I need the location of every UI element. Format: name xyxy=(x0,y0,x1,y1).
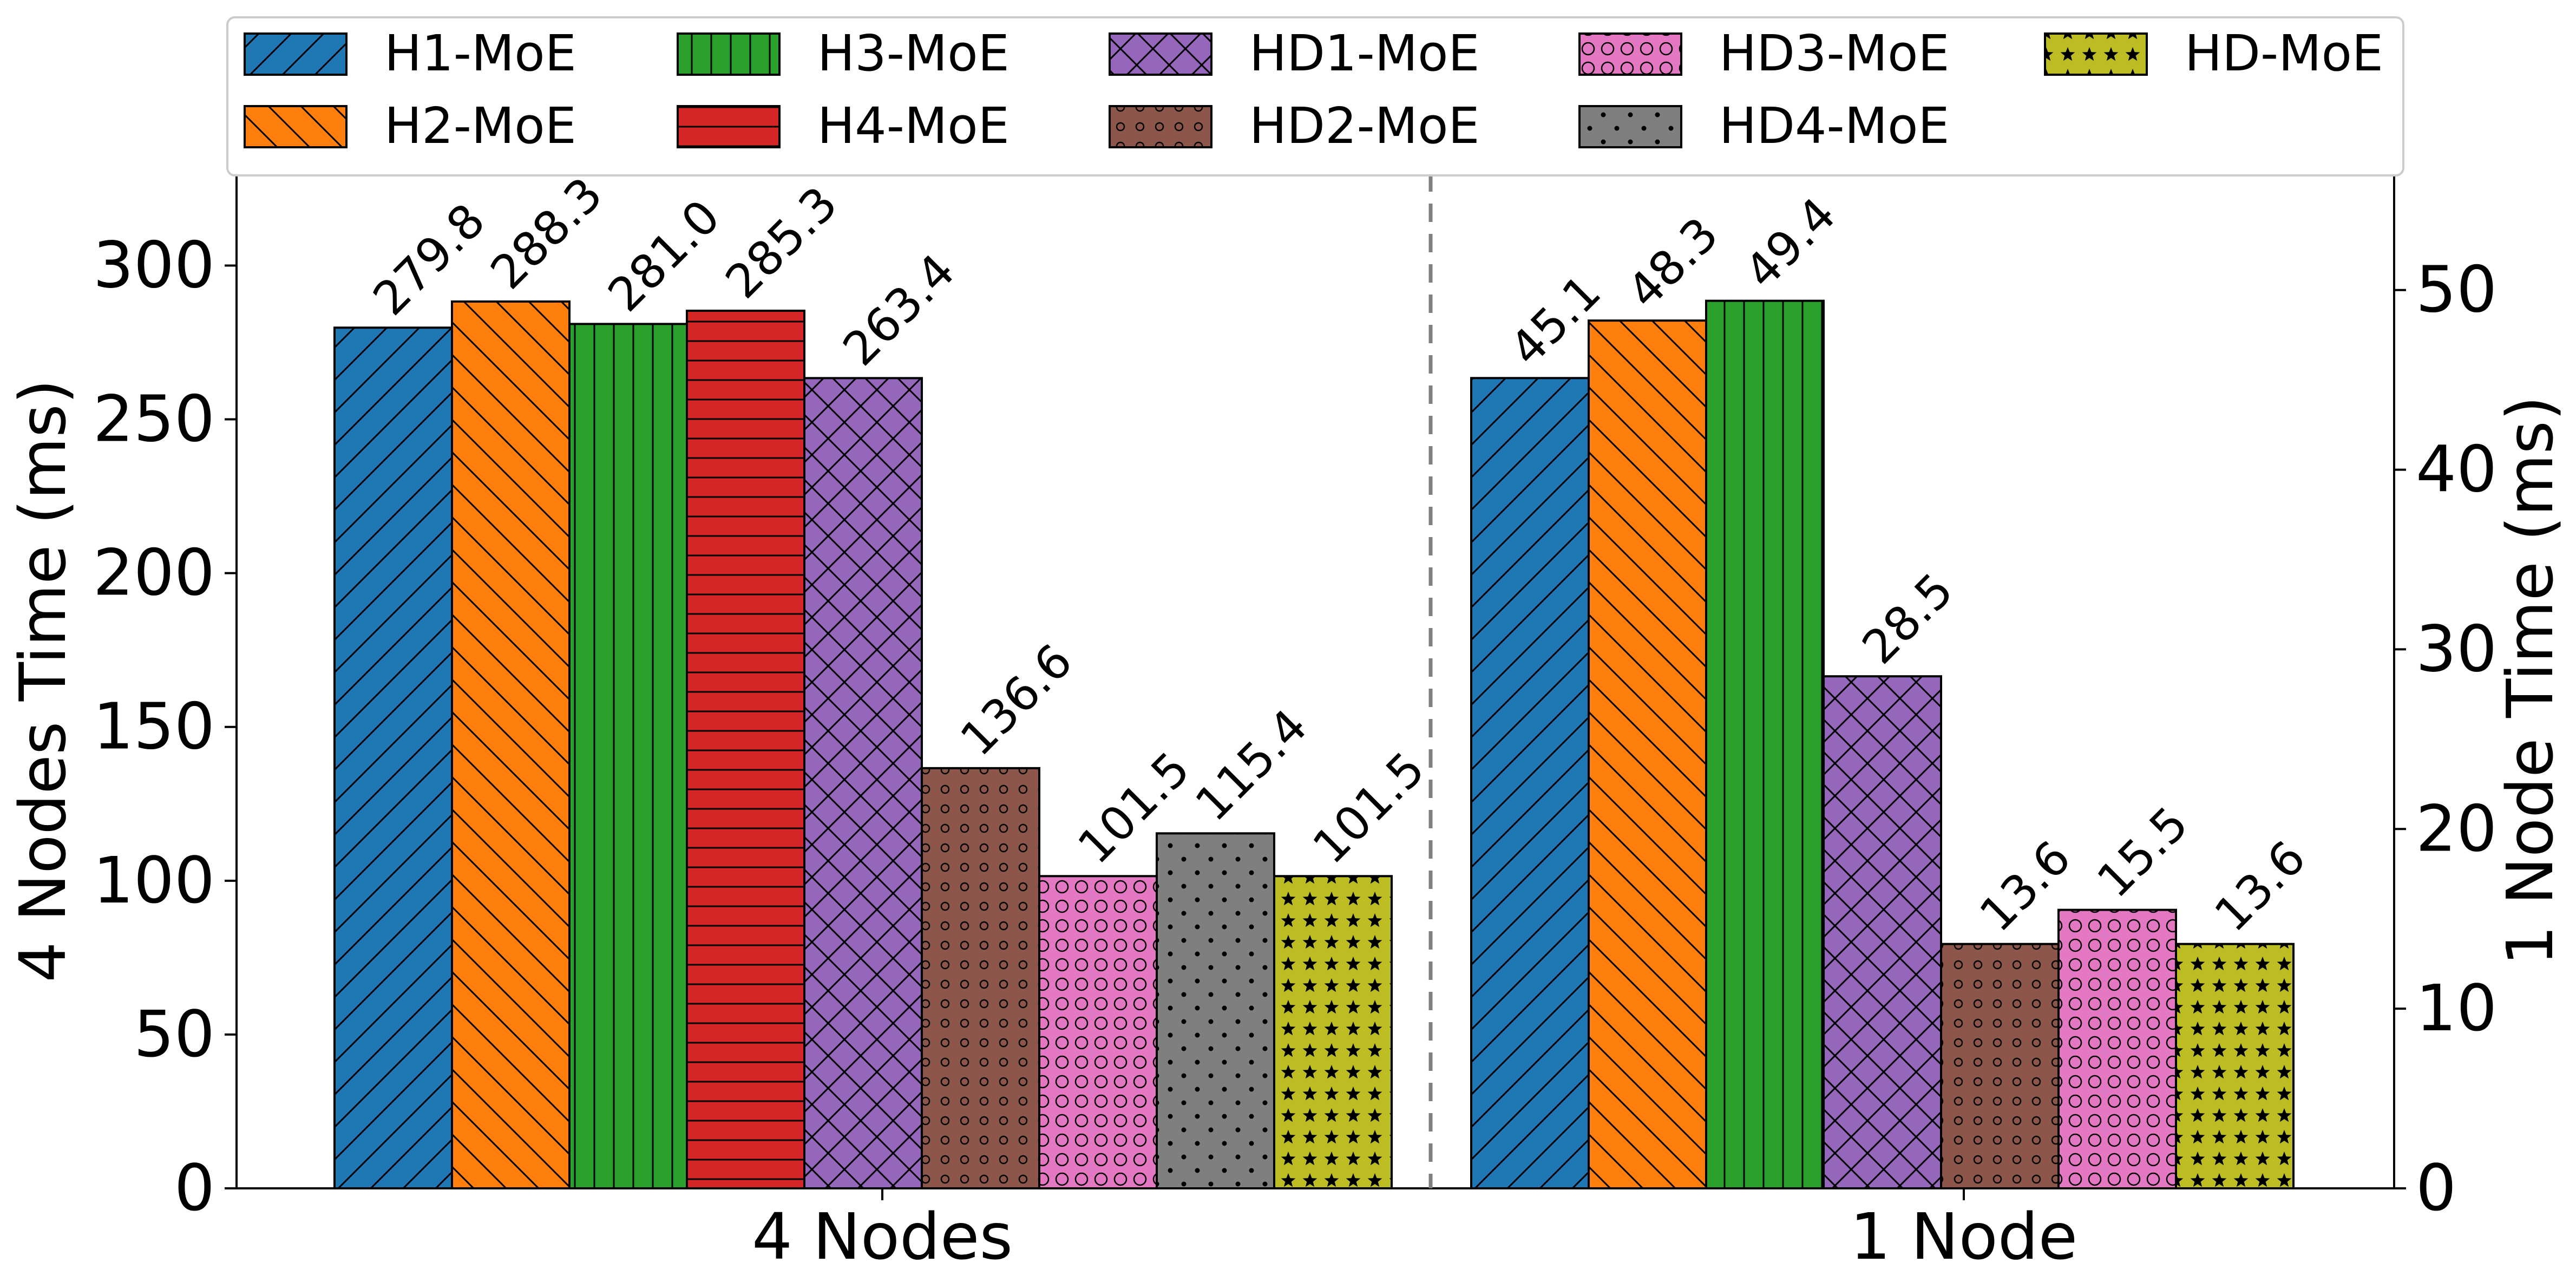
value-label-4-nodes-hd4-moe: 115.4 xyxy=(1185,699,1318,832)
right-tick-label: 0 xyxy=(2416,1150,2456,1225)
right-tick-label: 20 xyxy=(2416,791,2497,866)
bar-4-nodes-h2-moe xyxy=(451,300,571,1190)
bar-4-nodes-h1-moe xyxy=(333,326,453,1189)
value-label-4-nodes-h4-moe: 285.3 xyxy=(716,176,848,309)
value-label-4-nodes-h2-moe: 288.3 xyxy=(481,167,613,300)
legend-label-h3-moe: H3-MoE xyxy=(817,24,1010,82)
bar-1-node-h3-moe xyxy=(1705,299,1825,1189)
legend-label-hd3-moe: HD3-MoE xyxy=(1719,24,1950,82)
right-tick-label: 10 xyxy=(2416,971,2497,1045)
right-tick-label: 40 xyxy=(2416,432,2497,507)
value-label-4-nodes-hd1-moe: 263.4 xyxy=(833,244,966,376)
legend-swatch-hd-moe xyxy=(2044,32,2148,76)
left-tick-label: 0 xyxy=(174,1150,215,1225)
left-axis-title: 4 Nodes Time (ms) xyxy=(5,379,80,982)
legend-label-h1-moe: H1-MoE xyxy=(384,24,576,82)
legend: H1-MoE H2-MoE H3-MoE H4-MoE HD1-MoE HD2-MoE HD… xyxy=(226,16,2404,176)
legend-label-h2-moe: H2-MoE xyxy=(384,97,576,155)
legend-swatch-hd1-moe xyxy=(1109,32,1212,76)
value-label-4-nodes-hd-moe: 101.5 xyxy=(1303,742,1436,874)
value-label-1-node-hd1-moe: 28.5 xyxy=(1852,563,1964,675)
left-tick-label: 300 xyxy=(93,227,215,302)
legend-label-hd2-moe: HD2-MoE xyxy=(1249,97,1480,155)
bar-4-nodes-h4-moe xyxy=(686,309,805,1189)
legend-label-hd4-moe: HD4-MoE xyxy=(1719,97,1950,155)
bar-1-node-hd-moe xyxy=(2175,943,2295,1190)
axes-layer: 0 50 100 150 200 250 300 0 10 20 30 40 50 4 Nodes 1 No… xyxy=(5,172,2567,1274)
left-tick-label: 50 xyxy=(134,997,215,1071)
x-tick-label-1-node: 1 Node xyxy=(1850,1199,2078,1274)
legend-label-hd-moe: HD-MoE xyxy=(2185,24,2383,82)
left-tick-label: 250 xyxy=(93,382,215,456)
bar-1-node-h2-moe xyxy=(1588,319,1707,1189)
legend-swatch-h1-moe xyxy=(244,32,348,76)
right-tick-label: 50 xyxy=(2416,252,2497,327)
legend-label-hd1-moe: HD1-MoE xyxy=(1249,24,1480,82)
bar-1-node-hd3-moe xyxy=(2057,908,2177,1190)
value-label-4-nodes-h3-moe: 281.0 xyxy=(598,189,731,322)
value-label-4-nodes-hd2-moe: 136.6 xyxy=(951,634,1083,767)
legend-label-h4-moe: H4-MoE xyxy=(817,97,1010,155)
legend-swatch-h3-moe xyxy=(677,32,781,76)
value-label-1-node-h3-moe: 49.4 xyxy=(1735,187,1846,299)
left-tick-label: 150 xyxy=(93,689,215,764)
right-axis-title: 1 Node Time (ms) xyxy=(2493,396,2567,966)
legend-swatch-hd4-moe xyxy=(1578,105,1682,148)
x-tick-label-4-nodes: 4 Nodes xyxy=(752,1199,1013,1274)
legend-swatch-h4-moe xyxy=(677,105,781,148)
legend-swatch-h2-moe xyxy=(244,105,348,148)
bar-4-nodes-hd-moe xyxy=(1273,875,1393,1189)
legend-swatch-hd3-moe xyxy=(1578,32,1682,76)
left-tick-label: 200 xyxy=(93,535,215,610)
bar-4-nodes-h3-moe xyxy=(568,323,688,1190)
bar-4-nodes-hd4-moe xyxy=(1156,832,1275,1190)
bar-4-nodes-hd1-moe xyxy=(803,377,923,1190)
legend-swatch-hd2-moe xyxy=(1109,105,1212,148)
value-label-1-node-hd3-moe: 15.5 xyxy=(2087,796,2199,908)
bar-4-nodes-hd2-moe xyxy=(921,767,1040,1189)
left-tick-label: 100 xyxy=(93,843,215,918)
right-tick-label: 30 xyxy=(2416,611,2497,686)
bar-1-node-hd2-moe xyxy=(1940,943,2060,1190)
bars-layer xyxy=(333,299,2295,1190)
bar-1-node-h1-moe xyxy=(1470,377,1590,1189)
value-label-1-node-hd-moe: 13.6 xyxy=(2205,830,2316,942)
bar-4-nodes-hd3-moe xyxy=(1038,875,1158,1189)
bar-1-node-hd1-moe xyxy=(1823,675,1942,1189)
